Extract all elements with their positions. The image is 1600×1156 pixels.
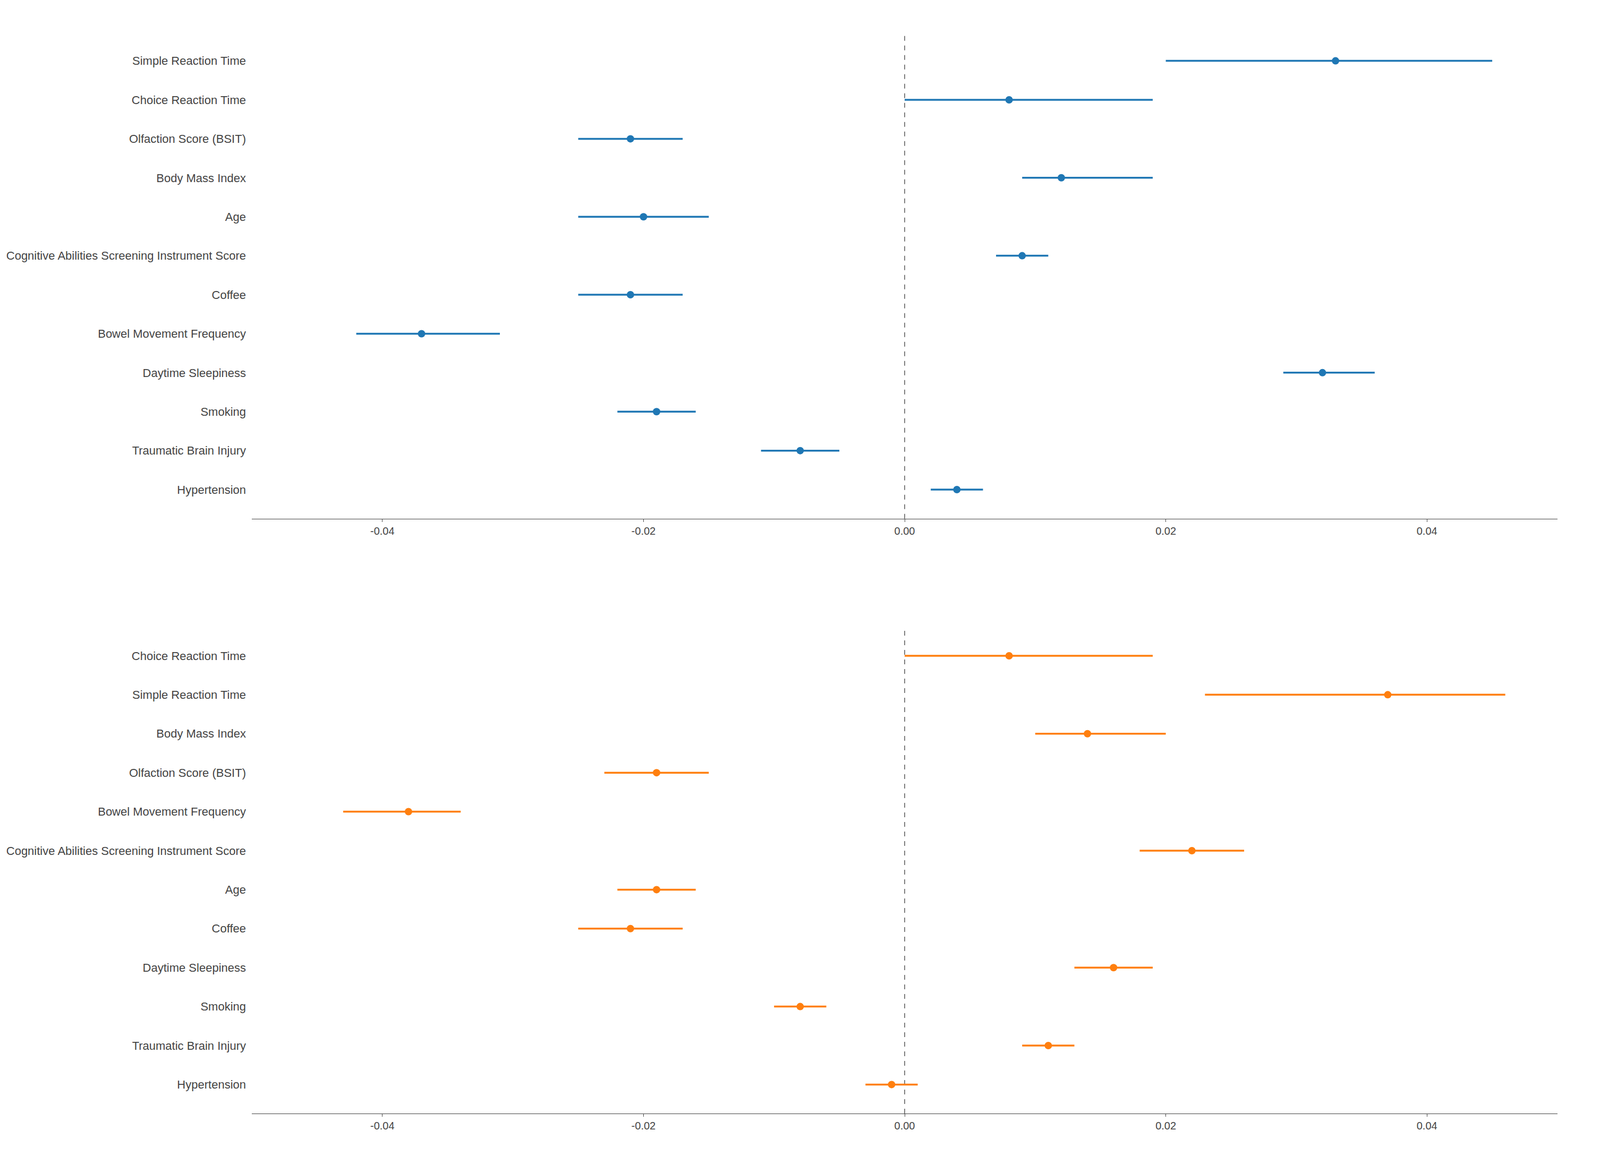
svg-text:Olfaction Score (BSIT): Olfaction Score (BSIT) <box>129 132 246 146</box>
svg-text:Cognitive Abilities Screening: Cognitive Abilities Screening Instrument… <box>6 844 246 858</box>
svg-text:Coffee: Coffee <box>211 288 246 302</box>
svg-text:0.00: 0.00 <box>894 525 916 538</box>
svg-text:0.04: 0.04 <box>1416 525 1438 538</box>
svg-text:0.00: 0.00 <box>894 1120 916 1133</box>
svg-text:Daytime Sleepiness: Daytime Sleepiness <box>142 961 246 975</box>
svg-text:Choice Reaction Time: Choice Reaction Time <box>131 649 246 663</box>
svg-text:Simple Reaction Time: Simple Reaction Time <box>132 54 246 68</box>
svg-text:Hypertension: Hypertension <box>176 483 246 497</box>
svg-text:Simple Reaction Time: Simple Reaction Time <box>132 688 246 702</box>
svg-text:0.02: 0.02 <box>1155 1120 1177 1133</box>
svg-text:-0.04: -0.04 <box>370 1120 395 1133</box>
svg-text:Smoking: Smoking <box>200 1000 246 1014</box>
svg-text:Smoking: Smoking <box>200 405 246 419</box>
svg-text:Coffee: Coffee <box>211 922 246 936</box>
svg-text:Daytime Sleepiness: Daytime Sleepiness <box>142 366 246 380</box>
svg-text:Age: Age <box>225 210 246 224</box>
svg-text:Body Mass Index: Body Mass Index <box>156 171 246 185</box>
svg-text:Traumatic Brain Injury: Traumatic Brain Injury <box>132 444 246 458</box>
svg-text:Olfaction Score (BSIT): Olfaction Score (BSIT) <box>129 766 246 780</box>
svg-text:-0.02: -0.02 <box>631 525 657 538</box>
svg-text:Age: Age <box>225 883 246 897</box>
svg-text:0.02: 0.02 <box>1155 525 1177 538</box>
svg-text:Bowel Movement Frequency: Bowel Movement Frequency <box>97 327 246 341</box>
svg-text:0.04: 0.04 <box>1416 1120 1438 1133</box>
svg-text:Traumatic Brain Injury: Traumatic Brain Injury <box>132 1039 246 1053</box>
svg-text:Bowel Movement Frequency: Bowel Movement Frequency <box>97 805 246 819</box>
svg-text:-0.02: -0.02 <box>631 1120 657 1133</box>
svg-text:-0.04: -0.04 <box>370 525 395 538</box>
svg-text:Hypertension: Hypertension <box>176 1078 246 1092</box>
svg-text:Choice Reaction Time: Choice Reaction Time <box>131 93 246 107</box>
svg-text:Cognitive Abilities Screening: Cognitive Abilities Screening Instrument… <box>6 249 246 263</box>
svg-text:Body Mass Index: Body Mass Index <box>156 727 246 741</box>
